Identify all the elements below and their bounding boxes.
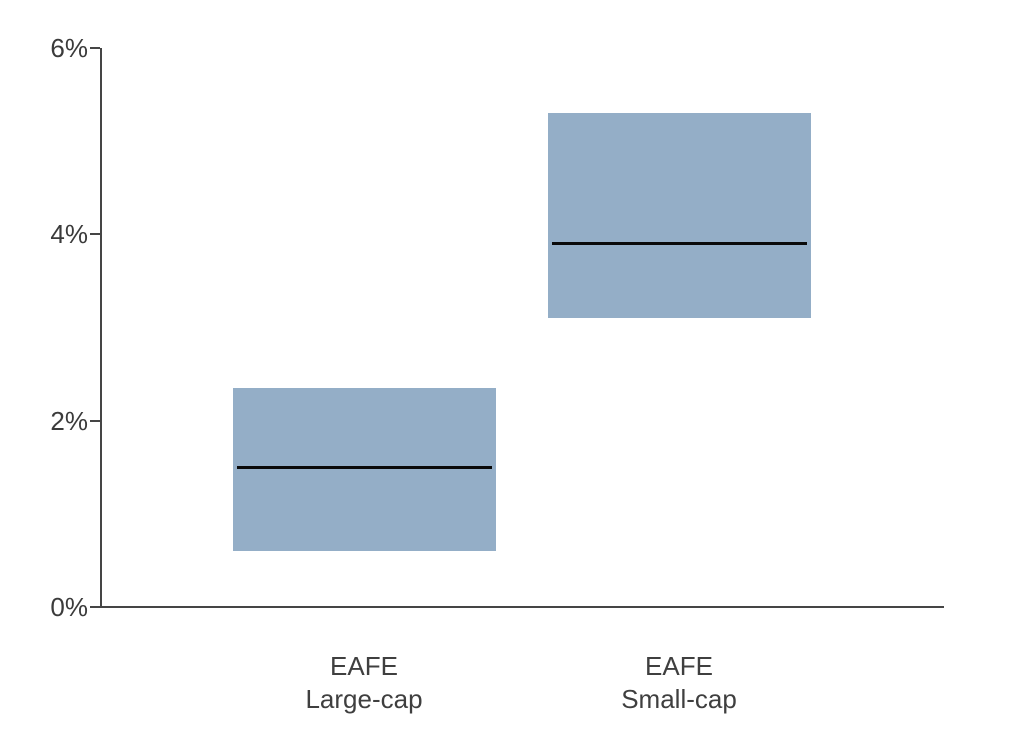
y-tick xyxy=(90,419,100,422)
y-tick-label: 2% xyxy=(50,405,88,436)
median-line xyxy=(236,465,492,469)
x-axis-line xyxy=(90,606,944,608)
y-tick-label: 4% xyxy=(50,219,88,250)
category-label-line: EAFE xyxy=(645,651,713,681)
range-bar xyxy=(232,388,496,552)
range-bar xyxy=(547,113,811,319)
median-line xyxy=(551,242,807,246)
category-label-line: Large-cap xyxy=(305,684,423,714)
y-axis-line xyxy=(100,48,102,607)
category-label: EAFE Small-cap xyxy=(621,650,737,716)
y-tick xyxy=(90,233,100,236)
category-label-line: EAFE xyxy=(330,651,398,681)
y-tick xyxy=(90,47,100,49)
y-tick-label: 0% xyxy=(50,592,88,622)
category-label: EAFE Large-cap xyxy=(305,650,422,716)
y-tick-label: 6% xyxy=(50,33,88,63)
category-label-line: Small-cap xyxy=(621,684,737,714)
